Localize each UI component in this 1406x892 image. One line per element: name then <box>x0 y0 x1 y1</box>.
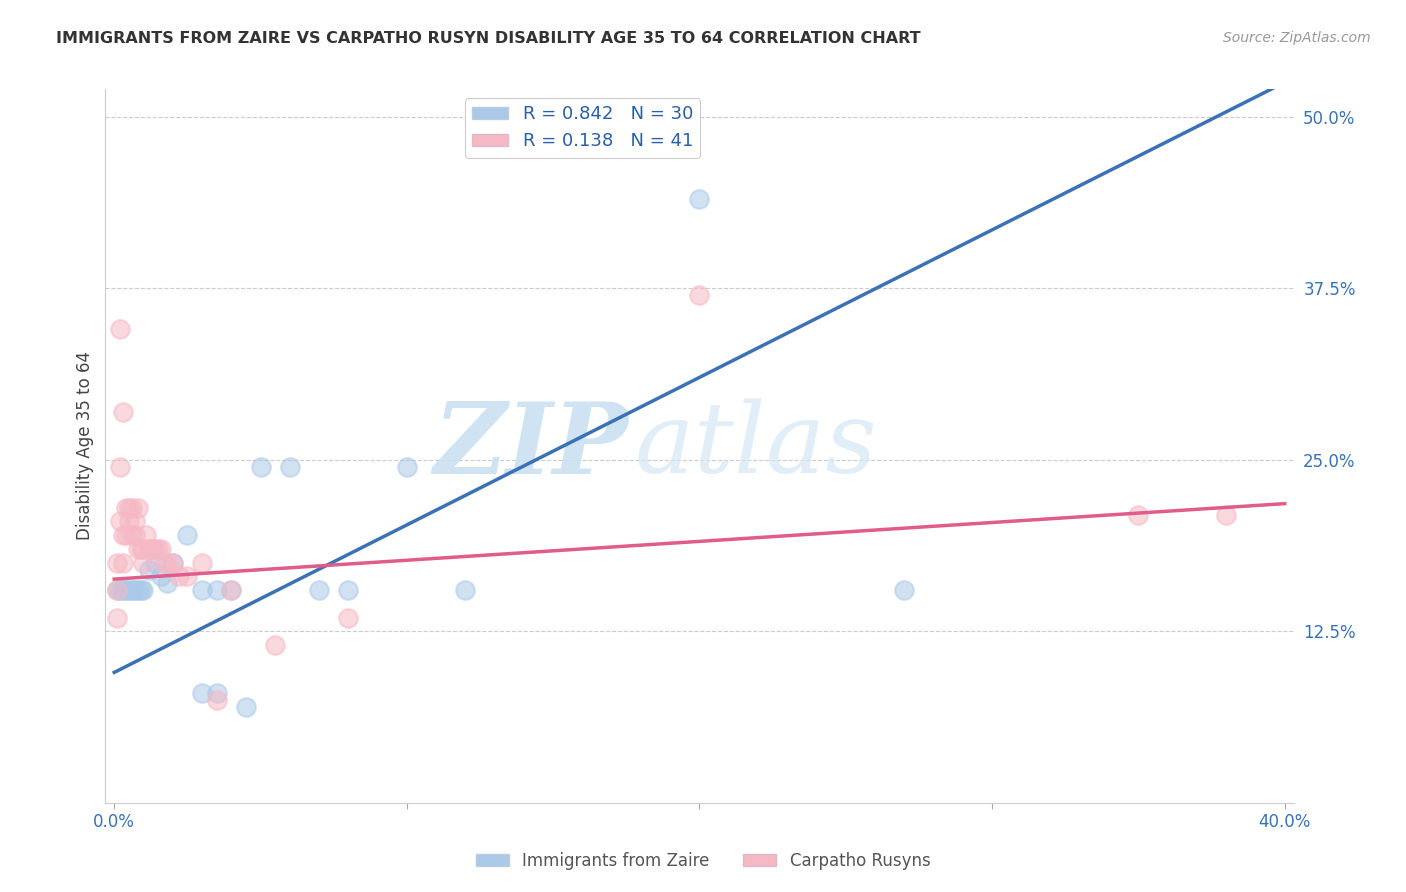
Point <box>124 515 146 529</box>
Point <box>108 583 131 598</box>
Point <box>454 583 477 598</box>
Point <box>146 541 169 556</box>
Point <box>162 556 184 570</box>
Point <box>135 528 157 542</box>
Legend: Immigrants from Zaire, Carpatho Rusyns: Immigrants from Zaire, Carpatho Rusyns <box>470 846 936 877</box>
Point <box>153 556 176 570</box>
Point <box>191 556 214 570</box>
Point <box>111 583 134 598</box>
Point <box>235 699 257 714</box>
Point <box>688 192 710 206</box>
Point <box>132 541 155 556</box>
Legend: R = 0.842   N = 30, R = 0.138   N = 41: R = 0.842 N = 30, R = 0.138 N = 41 <box>465 98 700 158</box>
Point <box>156 576 179 591</box>
Point <box>118 515 141 529</box>
Point <box>150 569 173 583</box>
Point <box>118 583 141 598</box>
Point <box>108 322 131 336</box>
Point <box>115 583 138 598</box>
Point <box>308 583 330 598</box>
Point <box>176 528 198 542</box>
Point <box>105 556 128 570</box>
Point <box>205 686 228 700</box>
Point <box>162 556 184 570</box>
Point <box>105 583 128 598</box>
Point <box>108 459 131 474</box>
Text: ZIP: ZIP <box>433 398 628 494</box>
Point <box>127 583 149 598</box>
Point <box>129 583 152 598</box>
Point <box>337 583 360 598</box>
Point <box>143 541 166 556</box>
Point <box>205 693 228 707</box>
Text: Source: ZipAtlas.com: Source: ZipAtlas.com <box>1223 31 1371 45</box>
Point <box>191 686 214 700</box>
Point <box>121 583 143 598</box>
Point <box>395 459 418 474</box>
Point <box>127 500 149 515</box>
Point <box>219 583 242 598</box>
Point <box>278 459 301 474</box>
Point <box>105 583 128 598</box>
Point <box>132 583 155 598</box>
Point <box>111 528 134 542</box>
Y-axis label: Disability Age 35 to 64: Disability Age 35 to 64 <box>76 351 94 541</box>
Point <box>141 541 163 556</box>
Point <box>156 556 179 570</box>
Point <box>111 556 134 570</box>
Point <box>132 556 155 570</box>
Point <box>688 288 710 302</box>
Point <box>115 528 138 542</box>
Point <box>249 459 271 474</box>
Point <box>191 583 214 598</box>
Point <box>219 583 242 598</box>
Point <box>167 569 190 583</box>
Point <box>111 405 134 419</box>
Point <box>124 583 146 598</box>
Point <box>1128 508 1150 522</box>
Point <box>121 500 143 515</box>
Point <box>138 562 160 576</box>
Point <box>138 541 160 556</box>
Point <box>150 541 173 556</box>
Point <box>127 541 149 556</box>
Point <box>115 500 138 515</box>
Text: IMMIGRANTS FROM ZAIRE VS CARPATHO RUSYN DISABILITY AGE 35 TO 64 CORRELATION CHAR: IMMIGRANTS FROM ZAIRE VS CARPATHO RUSYN … <box>56 31 921 46</box>
Point <box>176 569 198 583</box>
Point <box>124 528 146 542</box>
Point <box>118 500 141 515</box>
Text: atlas: atlas <box>634 399 877 493</box>
Point <box>105 610 128 624</box>
Point <box>205 583 228 598</box>
Point <box>121 528 143 542</box>
Point <box>1215 508 1237 522</box>
Point <box>108 515 131 529</box>
Point <box>264 638 287 652</box>
Point <box>129 541 152 556</box>
Point <box>143 556 166 570</box>
Point <box>337 610 360 624</box>
Point <box>893 583 915 598</box>
